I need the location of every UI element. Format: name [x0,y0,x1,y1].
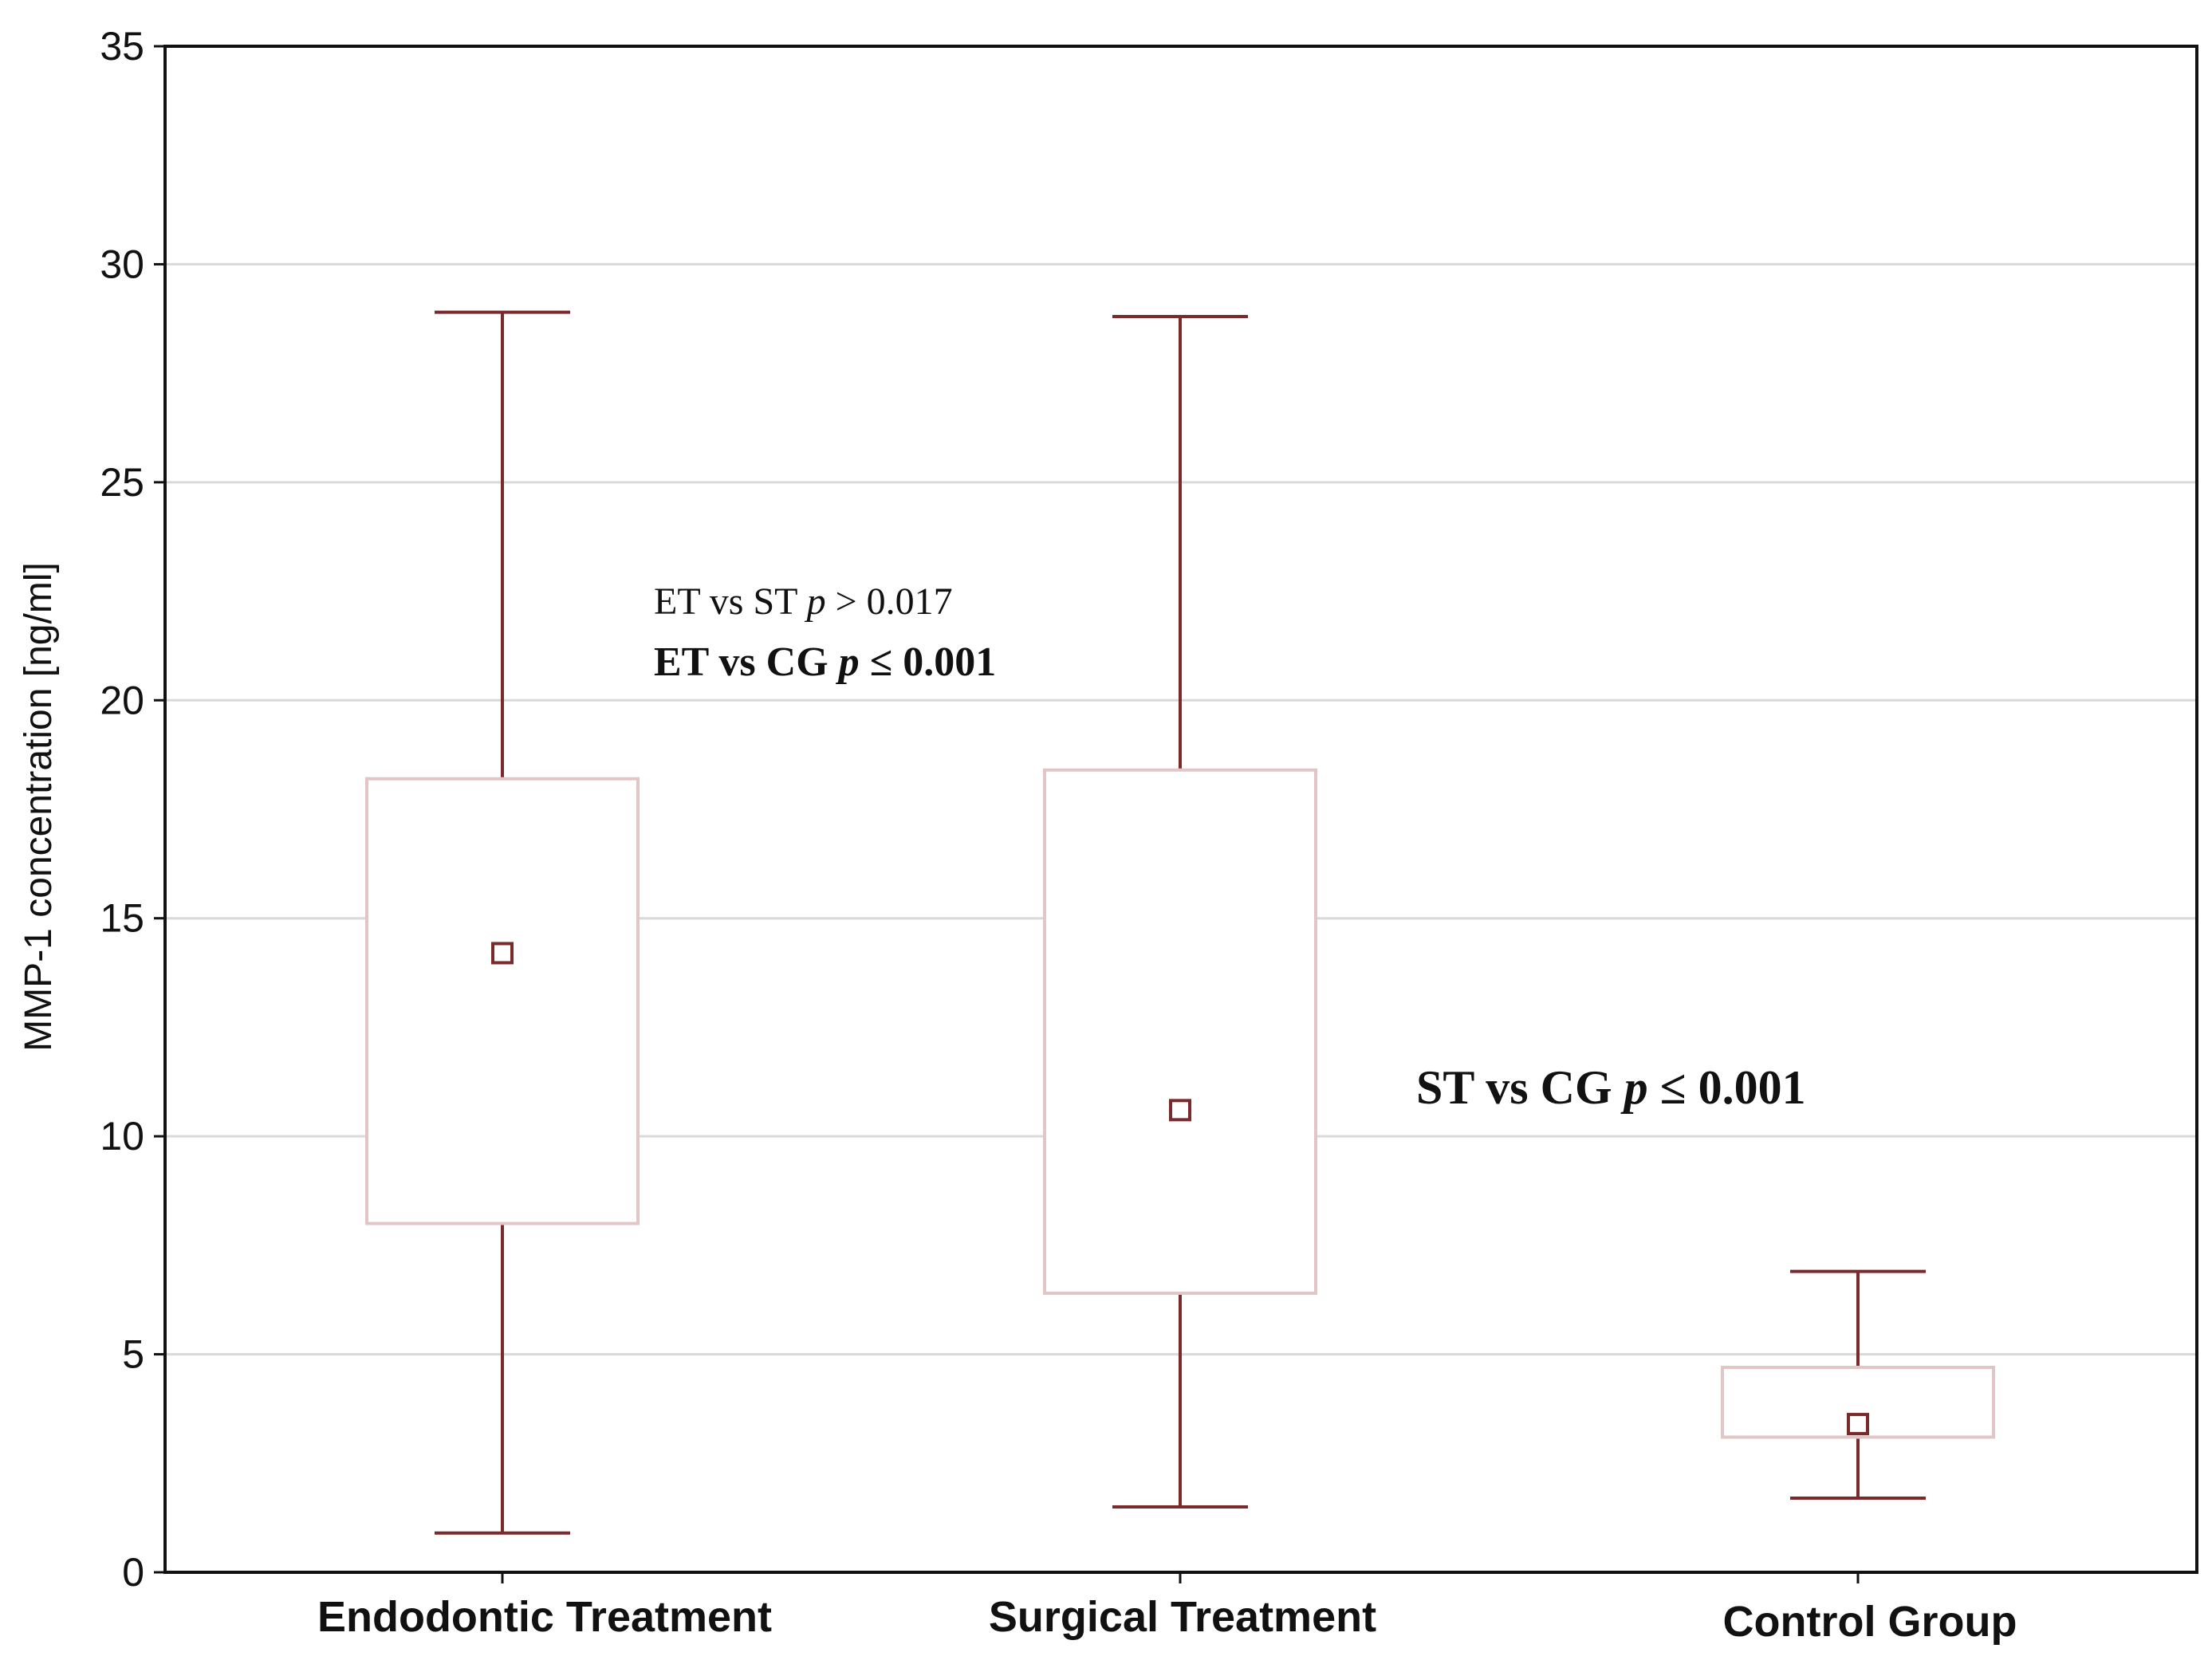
annotation-part: p [805,580,826,623]
annotation-part: ET vs CG [654,639,839,685]
median-marker [491,942,514,965]
annotation-part: p [1620,1061,1648,1114]
y-axis-label: MMP-1 concentration [ng/ml] [18,562,60,1052]
annotation-part: ≤ 0.001 [860,639,997,685]
box-group-2 [1043,315,1317,1583]
y-tick-label-0: 0 [122,1550,144,1595]
y-tick-label-10: 10 [100,1114,144,1158]
annotation-part: ≤ 0.001 [1648,1061,1806,1114]
box-group-1 [365,310,640,1583]
annotation-part: ET vs ST [654,580,807,623]
category-label-3: Control Group [1723,1598,2017,1646]
y-tick-label-35: 35 [100,24,144,69]
boxes [365,310,1995,1583]
category-label-1: Endodontic Treatment [317,1593,772,1641]
iqr-box [1043,768,1317,1296]
category-label-2: Surgical Treatment [989,1593,1376,1641]
y-axis-ticks: 0 5 10 15 20 25 30 35 [100,24,165,1595]
median-marker [1169,1099,1191,1122]
y-tick-label-30: 30 [100,242,144,286]
annotation-st-cg: ST vs CG p ≤ 0.001 [1416,1061,1806,1114]
x-axis-category-labels: Endodontic Treatment Surgical Treatment Co… [317,1593,2017,1646]
median-marker [1847,1413,1869,1436]
y-tick-label-25: 25 [100,460,144,505]
annotation-part: p [836,639,860,685]
plot-frame [163,45,2198,1574]
annotation-et-st: ET vs ST p > 0.017 [654,580,953,623]
annotation-et-cg: ET vs CG p ≤ 0.001 [654,639,996,685]
iqr-box [365,777,640,1225]
annotation-part: ST vs CG [1416,1061,1624,1114]
y-tick-label-5: 5 [122,1332,144,1377]
y-tick-label-15: 15 [100,896,144,941]
box-group-3 [1721,1269,1995,1583]
annotation-part: > 0.017 [826,580,953,623]
y-tick-label-20: 20 [100,678,144,722]
